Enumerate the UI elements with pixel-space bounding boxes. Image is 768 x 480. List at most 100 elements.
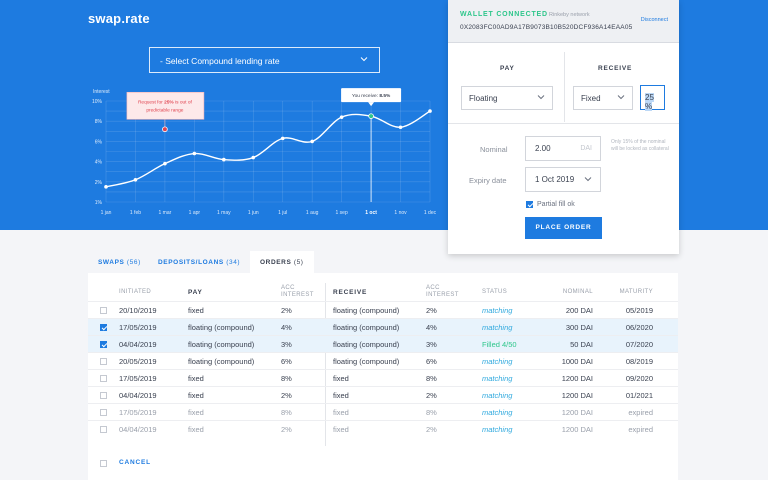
warning-box: [126, 91, 205, 120]
data-point: [280, 136, 285, 141]
place-order-button[interactable]: PLACE ORDER: [525, 217, 602, 239]
table-row[interactable]: 04/04/2019 fixed 2% fixed 2% matching 1200 DAI…: [88, 420, 678, 437]
row-checkbox[interactable]: [100, 358, 107, 365]
cell-maturity: 01/2021: [625, 391, 653, 400]
cell-nominal: 200 DAI: [565, 306, 593, 315]
wallet-bar: WALLET CONNECTED Rinkeby network 0X2083F…: [448, 0, 679, 43]
nominal-input[interactable]: 2.00 DAI: [525, 136, 601, 161]
data-point: [163, 161, 167, 166]
cell-receive: fixed: [333, 391, 349, 400]
table-row[interactable]: 04/04/2019 floating (compound) 3% floating …: [88, 335, 678, 352]
series-line: [105, 110, 431, 188]
data-point: [222, 157, 226, 162]
cell-pay-interest: 6%: [281, 357, 292, 366]
cell-maturity: 08/2019: [625, 357, 653, 366]
app-logo[interactable]: swap.rate: [88, 11, 150, 26]
wallet-address: 0X2083FC00AD9A17B9073B10B520DCF936A14EAA…: [460, 24, 633, 31]
disconnect-link[interactable]: Disconnect: [640, 17, 668, 23]
cell-receive-interest: 4%: [426, 323, 437, 332]
tab-swaps-count: (56): [126, 259, 141, 266]
row-checkbox[interactable]: [100, 375, 107, 382]
x-tick-label: 1 oct: [365, 210, 377, 216]
cell-receive: floating (compound): [333, 323, 400, 332]
table-row[interactable]: 17/05/2019 fixed 8% fixed 8% matching 1200 DAI…: [88, 403, 678, 420]
cell-initiated: 20/10/2019: [119, 306, 157, 315]
warning-text-b: is out of: [174, 99, 193, 105]
x-tick-label: 1 jul: [278, 210, 287, 216]
expiry-select[interactable]: 1 Oct 2019: [525, 167, 601, 192]
wallet-status: WALLET CONNECTED: [460, 11, 548, 18]
col-maturity: MATURITY: [619, 289, 653, 295]
warning-text-a: Request for: [138, 99, 164, 105]
cell-nominal: 300 DAI: [565, 323, 593, 332]
select-all-checkbox[interactable]: [100, 460, 107, 467]
row-checkbox[interactable]: [100, 324, 107, 331]
pay-heading: PAY: [500, 65, 515, 72]
tooltip-arrow: [368, 102, 375, 107]
cell-status: matching: [482, 391, 513, 400]
rate-input[interactable]: 25 %: [640, 85, 665, 111]
tab-deposits-loans[interactable]: DEPOSITS/LOANS (34): [158, 251, 240, 273]
tab-swaps[interactable]: SWAPS (56): [98, 251, 141, 273]
column-divider: [564, 52, 565, 122]
data-point: [310, 139, 314, 144]
table-row[interactable]: 20/10/2019 fixed 2% floating (compound) 2% ma…: [88, 301, 678, 318]
cell-receive-interest: 2%: [426, 306, 437, 315]
chevron-down-icon: [616, 92, 626, 104]
table-row[interactable]: 04/04/2019 fixed 2% fixed 2% matching 1200 DAI…: [88, 386, 678, 403]
cell-initiated: 04/04/2019: [119, 425, 157, 434]
cell-pay-interest: 2%: [281, 391, 292, 400]
nominal-label: Nominal: [480, 145, 508, 154]
expiry-value: 1 Oct 2019: [535, 175, 575, 184]
cell-status: Filled 4/50: [482, 340, 517, 349]
warning-text-line1: Request for 25% is out of: [138, 99, 193, 105]
order-panel: WALLET CONNECTED Rinkeby network 0X2083F…: [448, 0, 679, 254]
cell-pay-interest: 2%: [281, 306, 292, 315]
cell-pay-interest: 8%: [281, 408, 292, 417]
col-receive-interest: ACC INTEREST: [426, 285, 459, 299]
cell-status: matching: [482, 408, 513, 417]
partial-fill-checkbox[interactable]: [526, 201, 533, 208]
cell-receive: floating (compound): [333, 340, 400, 349]
cell-maturity: expired: [628, 408, 653, 417]
row-checkbox[interactable]: [100, 307, 107, 314]
row-checkbox[interactable]: [100, 392, 107, 399]
col-receive-interest-line2: INTEREST: [426, 292, 459, 298]
cell-receive: fixed: [333, 408, 349, 417]
table-row[interactable]: 17/05/2019 floating (compound) 4% floating …: [88, 318, 678, 335]
cell-maturity: 09/2020: [625, 374, 653, 383]
table-row[interactable]: 20/05/2019 floating (compound) 6% floating …: [88, 352, 678, 369]
row-checkbox[interactable]: [100, 409, 107, 416]
table-row[interactable]: 17/05/2019 fixed 8% fixed 8% matching 1200 DAI…: [88, 369, 678, 386]
cell-pay: floating (compound): [188, 340, 255, 349]
tab-orders[interactable]: ORDERS (5): [250, 251, 314, 273]
cell-initiated: 17/05/2019: [119, 374, 157, 383]
row-checkbox[interactable]: [100, 426, 107, 433]
cell-nominal: 1000 DAI: [561, 357, 593, 366]
y-axis-label: Interest: [93, 89, 110, 95]
pay-type-select[interactable]: Floating: [461, 86, 553, 110]
col-nominal: NOMINAL: [562, 289, 593, 295]
cell-status: matching: [482, 323, 513, 332]
y-tick-label: 1%: [95, 200, 103, 206]
nominal-value: 2.00: [535, 144, 551, 153]
rate-value: 25 %: [645, 93, 654, 111]
x-tick-label: 1 feb: [130, 210, 141, 216]
cell-initiated: 20/05/2019: [119, 357, 157, 366]
cell-maturity: expired: [628, 425, 653, 434]
receive-heading: RECEIVE: [598, 65, 633, 72]
cell-receive-interest: 6%: [426, 357, 437, 366]
cell-receive: fixed: [333, 374, 349, 383]
network-label: Rinkeby network: [549, 12, 590, 18]
cancel-button[interactable]: CANCEL: [119, 459, 151, 466]
cell-status: matching: [482, 306, 513, 315]
row-checkbox[interactable]: [100, 341, 107, 348]
rate-source-select[interactable]: - Select Compound lending rate: [149, 47, 380, 73]
tab-swaps-label: SWAPS: [98, 259, 125, 266]
x-tick-label: 1 jan: [101, 210, 112, 216]
receive-type-select[interactable]: Fixed: [573, 86, 633, 110]
cell-receive: fixed: [333, 425, 349, 434]
cell-pay-interest: 2%: [281, 425, 292, 434]
cell-receive-interest: 2%: [426, 391, 437, 400]
cell-receive-interest: 3%: [426, 340, 437, 349]
